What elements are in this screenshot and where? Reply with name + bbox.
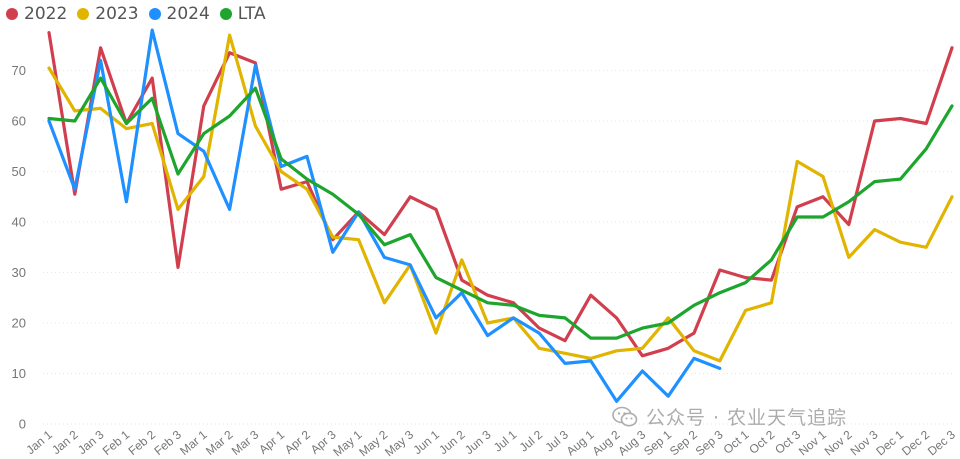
y-tick-label: 50 bbox=[12, 164, 26, 179]
y-axis: 0 10 20 30 40 50 60 70 bbox=[12, 63, 26, 432]
x-tick-label: Aug 2 bbox=[590, 427, 623, 458]
x-tick-label: Sep 3 bbox=[693, 427, 726, 458]
legend-item-2022[interactable]: 2022 bbox=[6, 4, 67, 24]
x-tick-label: Nov 2 bbox=[822, 427, 855, 458]
series-layer bbox=[47, 28, 954, 403]
x-tick-label: Mar 2 bbox=[203, 427, 236, 458]
x-tick-label: Oct 1 bbox=[721, 427, 752, 456]
legend-dot-2022 bbox=[6, 8, 18, 20]
x-tick-label: Apr 1 bbox=[256, 427, 287, 456]
x-tick-label: Jul 2 bbox=[517, 427, 546, 454]
x-tick-label: Aug 1 bbox=[564, 427, 597, 458]
legend-dot-2024 bbox=[148, 8, 161, 20]
y-tick-label: 30 bbox=[12, 265, 26, 280]
x-tick-label: Jun 1 bbox=[410, 427, 442, 457]
legend-item-2023[interactable]: 2023 bbox=[77, 4, 139, 24]
y-tick-label: 0 bbox=[19, 417, 26, 432]
watermark: 公众号 · 农业天气追踪 bbox=[612, 403, 847, 430]
x-tick-label: Aug 3 bbox=[615, 427, 648, 458]
x-tick-label: May 1 bbox=[330, 427, 364, 459]
x-tick-label: Jan 3 bbox=[75, 427, 107, 457]
x-tick-label: May 3 bbox=[382, 427, 416, 459]
legend-dot-lta bbox=[219, 8, 232, 20]
y-tick-label: 10 bbox=[12, 366, 26, 381]
x-tick-label: Jul 1 bbox=[491, 427, 520, 454]
y-tick-label: 40 bbox=[12, 215, 26, 230]
gridlines bbox=[43, 70, 952, 425]
watermark-text: 公众号 · 农业天气追踪 bbox=[646, 407, 848, 429]
y-tick-label: 70 bbox=[12, 63, 26, 78]
x-tick-label: Dec 3 bbox=[925, 427, 958, 458]
x-tick-label: Feb 2 bbox=[126, 427, 159, 458]
x-tick-label: Sep 1 bbox=[641, 427, 674, 458]
legend-label-lta: LTA bbox=[237, 4, 266, 24]
series-line-2023[interactable] bbox=[47, 33, 954, 363]
series-line-2022[interactable] bbox=[47, 30, 954, 358]
legend-item-2024[interactable]: 2024 bbox=[148, 4, 210, 24]
x-tick-label: Sep 2 bbox=[667, 427, 700, 458]
y-tick-label: 60 bbox=[12, 114, 26, 129]
series-line-lta[interactable] bbox=[47, 76, 954, 340]
x-tick-label: Dec 1 bbox=[873, 427, 906, 458]
x-tick-label: Jan 1 bbox=[23, 427, 55, 457]
x-tick-label: Apr 2 bbox=[282, 427, 313, 456]
series-line-2024[interactable] bbox=[47, 28, 722, 403]
x-tick-label: Oct 2 bbox=[746, 427, 777, 456]
x-tick-label: Nov 3 bbox=[848, 427, 881, 458]
x-tick-label: Jan 2 bbox=[49, 427, 81, 457]
wechat-icon bbox=[612, 406, 638, 426]
legend-label-2024: 2024 bbox=[166, 4, 210, 24]
legend-item-lta[interactable]: LTA bbox=[219, 4, 266, 24]
x-tick-label: Feb 3 bbox=[151, 427, 184, 458]
x-tick-label: Feb 1 bbox=[100, 427, 133, 458]
x-tick-label: Nov 1 bbox=[796, 427, 829, 458]
y-tick-label: 20 bbox=[12, 316, 26, 331]
legend-label-2022: 2022 bbox=[24, 4, 68, 24]
legend-label-2023: 2023 bbox=[95, 4, 139, 24]
x-tick-label: Mar 1 bbox=[177, 427, 210, 458]
x-tick-label: Mar 3 bbox=[229, 427, 262, 458]
x-tick-label: Dec 2 bbox=[899, 427, 932, 458]
x-tick-label: Jun 3 bbox=[462, 427, 494, 457]
legend-dot-2023 bbox=[77, 8, 90, 20]
x-tick-label: May 2 bbox=[356, 427, 390, 459]
x-tick-label: Jun 2 bbox=[436, 427, 468, 457]
legend: 2022 2023 2024 LTA bbox=[6, 2, 276, 26]
